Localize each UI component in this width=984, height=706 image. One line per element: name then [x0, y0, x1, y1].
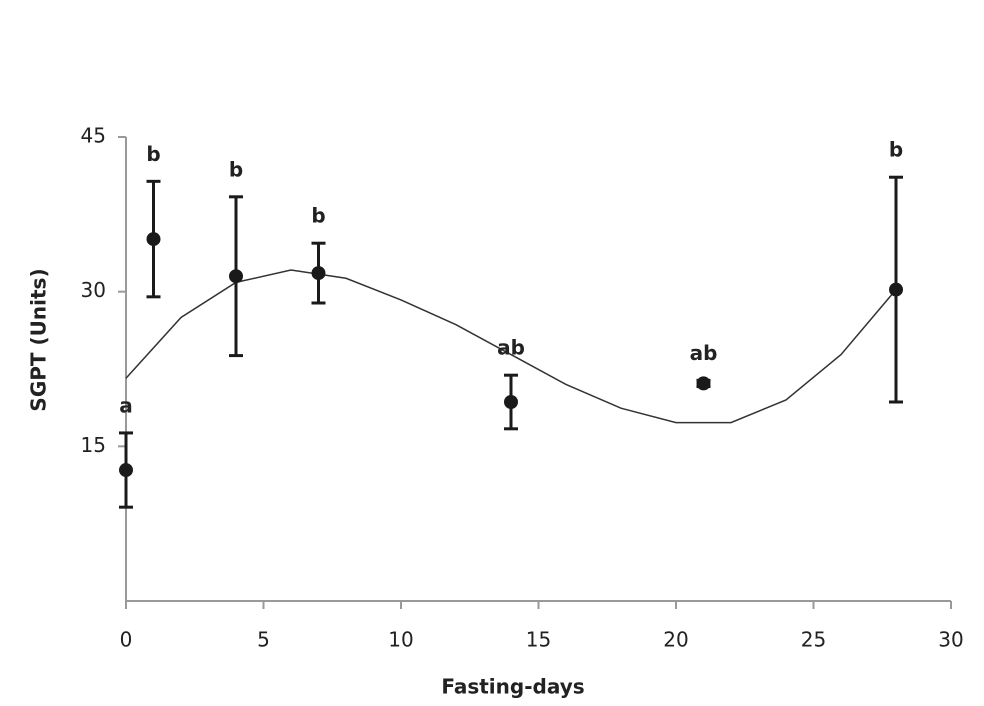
significance-label: b: [311, 204, 325, 228]
x-tick-label: 25: [801, 628, 826, 652]
y-tick-label: 45: [81, 124, 106, 148]
point: [119, 463, 133, 477]
significance-label: ab: [497, 336, 525, 360]
significance-label: ab: [690, 341, 718, 365]
point: [147, 232, 161, 246]
significance-label: b: [146, 142, 160, 166]
x-tick-label: 20: [663, 628, 688, 652]
x-tick-label: 0: [120, 628, 133, 652]
y-tick-label: 15: [81, 433, 106, 457]
y-axis-label: SGPT (Units): [27, 268, 51, 411]
significance-label: b: [889, 138, 903, 162]
chart: Fasting-days SGPT (Units) 15 30 45 0 5 10 15 20…: [0, 0, 984, 706]
significance-label: b: [229, 157, 243, 181]
x-tick-label: 30: [938, 628, 963, 652]
point: [312, 266, 326, 280]
point: [889, 283, 903, 297]
x-tick-label: 10: [388, 628, 413, 652]
point: [504, 395, 518, 409]
x-tick-label: 15: [526, 628, 551, 652]
point: [697, 376, 711, 390]
x-tick-label: 5: [257, 628, 270, 652]
y-tick-label: 30: [81, 278, 106, 302]
point: [229, 269, 243, 283]
x-axis-label: Fasting-days: [441, 675, 584, 699]
significance-label: a: [119, 393, 133, 417]
